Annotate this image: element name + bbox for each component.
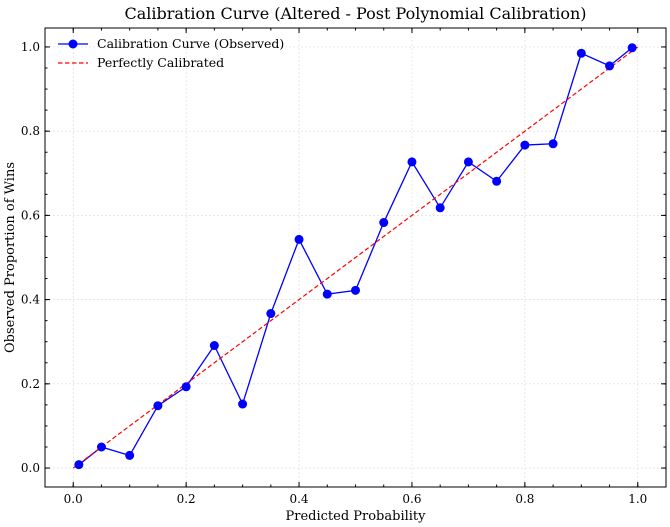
observed-point [520,140,530,150]
x-tick-label: 0.6 [402,492,421,506]
observed-point [605,61,615,71]
observed-point [407,157,417,167]
series-layer [72,43,639,470]
x-tick-label: 0.8 [515,492,534,506]
y-tick-label: 1.0 [21,40,40,54]
y-tick-label: 0.2 [21,377,40,391]
observed-point [322,289,332,299]
chart-title: Calibration Curve (Altered - Post Polyno… [124,4,586,23]
legend-observed-label: Calibration Curve (Observed) [97,36,284,51]
observed-point [125,450,135,460]
observed-point [435,203,445,213]
x-tick-label: 0.2 [177,492,196,506]
x-axis-label: Predicted Probability [285,509,426,524]
observed-point [74,460,84,470]
x-tick-label: 0.4 [289,492,308,506]
x-tick-label: 1.0 [628,492,647,506]
grid-lines [45,28,666,487]
observed-point [181,382,191,392]
observed-point [627,43,637,53]
observed-point [209,341,219,351]
observed-point [266,309,276,319]
plot-frame [44,27,667,488]
observed-point [238,399,248,409]
observed-point [351,285,360,295]
legend: Calibration Curve (Observed) Perfectly C… [58,36,284,70]
legend-observed-marker [68,39,78,49]
y-tick-label: 0.8 [21,124,40,138]
y-tick-label: 0.6 [21,208,40,222]
observed-point [379,218,389,228]
perfectly-calibrated-line [72,46,639,469]
observed-point [492,176,502,186]
observed-point [153,401,163,411]
legend-perfect-label: Perfectly Calibrated [97,55,224,70]
x-tick-label: 0.0 [64,492,83,506]
axis-ticks: 0.0 0.2 0.4 0.6 0.8 1.0 0.0 0.2 0.4 0.6 0.8 1.0 [21,28,666,506]
observed-point [294,234,304,244]
y-tick-label: 0.0 [21,461,40,475]
y-axis-label: Observed Proportion of Wins [3,162,18,353]
observed-point [576,48,586,58]
observed-point [463,157,473,167]
observed-series-line [78,47,633,466]
y-tick-label: 0.4 [21,293,40,307]
observed-point [548,139,558,149]
observed-point [96,442,106,452]
